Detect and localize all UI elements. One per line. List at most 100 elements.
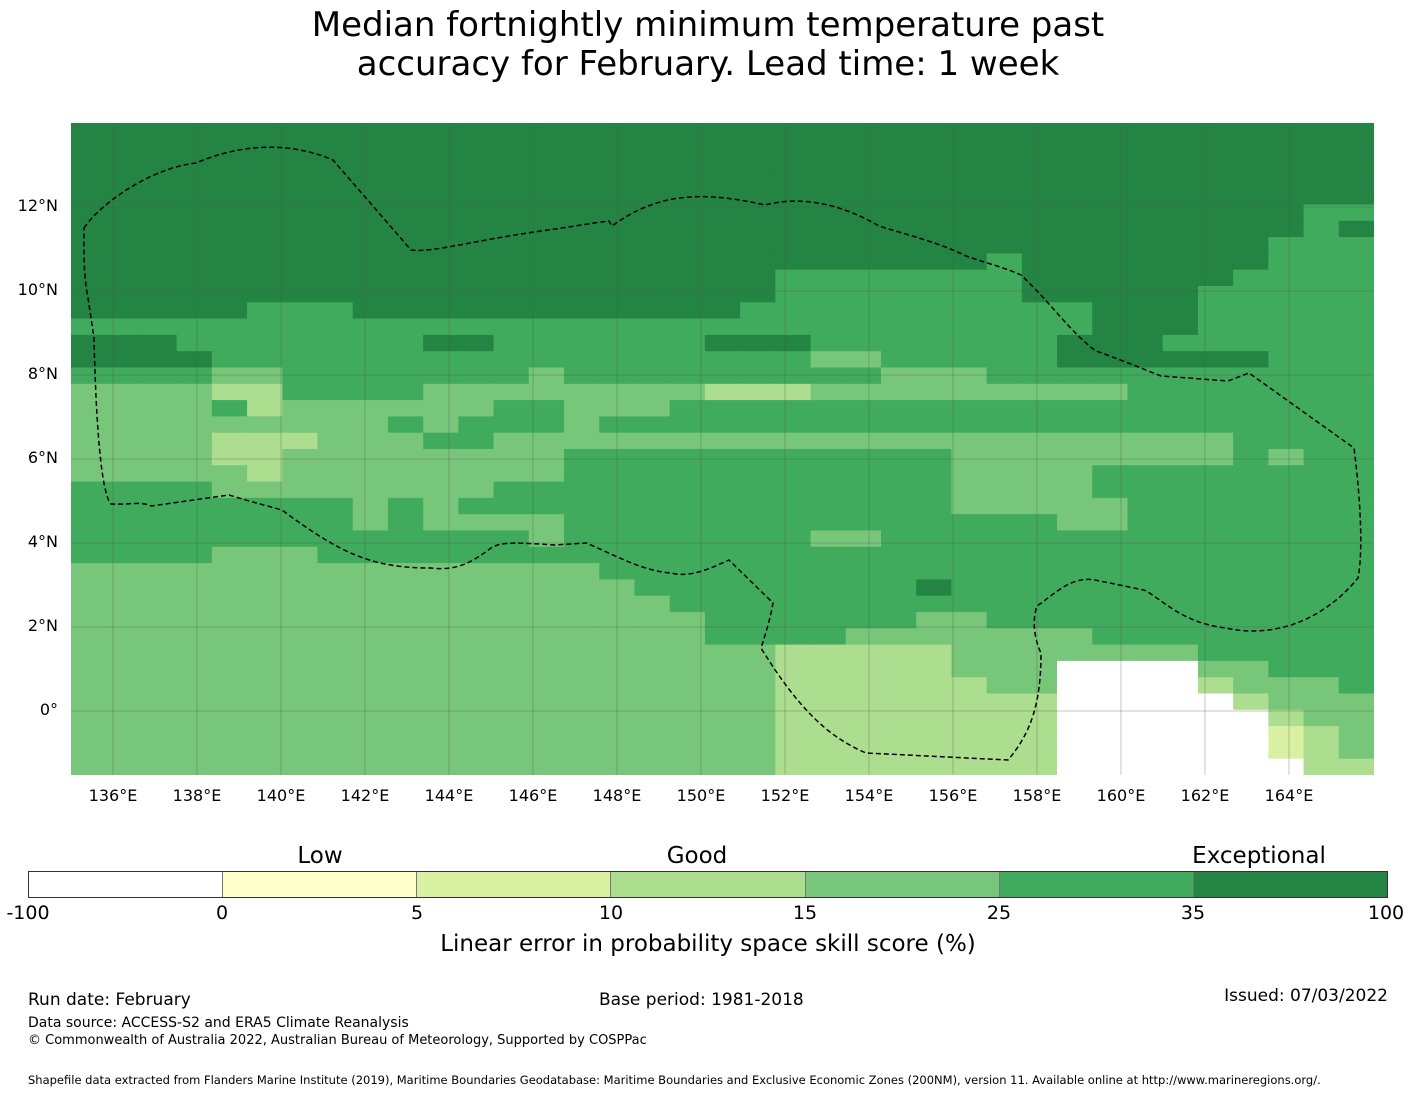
grid-cell bbox=[106, 579, 143, 597]
grid-cell bbox=[1021, 123, 1058, 140]
grid-cell bbox=[141, 595, 178, 613]
grid-cell bbox=[1197, 726, 1234, 743]
grid-cell bbox=[1021, 302, 1058, 320]
grid-cell bbox=[880, 709, 917, 727]
grid-cell bbox=[71, 514, 107, 532]
grid-cell bbox=[740, 595, 776, 613]
grid-cell bbox=[423, 416, 459, 434]
grid-cell bbox=[1233, 367, 1269, 385]
grid-cell bbox=[1268, 139, 1305, 157]
grid-cell bbox=[1021, 726, 1058, 743]
grid-cell bbox=[634, 693, 671, 711]
grid-cell bbox=[845, 514, 882, 532]
grid-cell bbox=[845, 432, 882, 450]
grid-cell bbox=[1057, 188, 1093, 206]
title-line-1: Median fortnightly minimum temperature p… bbox=[311, 5, 1105, 45]
grid-cell bbox=[1303, 367, 1340, 385]
grid-cell bbox=[1127, 204, 1164, 222]
grid-cell bbox=[317, 302, 354, 320]
grid-cell bbox=[176, 286, 213, 303]
grid-cell bbox=[317, 204, 354, 222]
grid-cell bbox=[1162, 188, 1199, 206]
grid-cell bbox=[1092, 334, 1129, 352]
grid-cell bbox=[1338, 155, 1374, 173]
colorbar-segment bbox=[29, 872, 224, 897]
grid-cell bbox=[71, 155, 107, 173]
grid-cell bbox=[317, 139, 354, 157]
grid-cell bbox=[106, 497, 143, 515]
grid-cell bbox=[1303, 758, 1340, 775]
grid-cell bbox=[1197, 481, 1234, 499]
grid-cell bbox=[775, 286, 812, 303]
grid-cell bbox=[352, 628, 389, 646]
grid-cell bbox=[704, 530, 741, 548]
grid-cell bbox=[775, 188, 812, 206]
grid-cell bbox=[564, 612, 600, 629]
grid-cell bbox=[951, 644, 988, 662]
grid-cell bbox=[1303, 351, 1340, 369]
grid-cell bbox=[916, 644, 953, 662]
grid-cell bbox=[247, 660, 283, 678]
grid-cell bbox=[423, 367, 459, 385]
grid-cell bbox=[1197, 171, 1234, 189]
grid-cell bbox=[669, 302, 706, 320]
grid-cell bbox=[387, 693, 424, 711]
grid-cell bbox=[1057, 237, 1093, 254]
grid-cell bbox=[564, 188, 600, 206]
grid-cell bbox=[634, 628, 671, 646]
grid-cell bbox=[634, 481, 671, 499]
grid-cell bbox=[176, 449, 213, 466]
grid-cell bbox=[1338, 253, 1374, 271]
grid-cell bbox=[71, 302, 107, 320]
grid-cell bbox=[528, 563, 565, 580]
grid-cell bbox=[951, 449, 988, 466]
grid-cell bbox=[740, 628, 776, 646]
grid-cell bbox=[916, 171, 953, 189]
grid-cell bbox=[528, 269, 565, 287]
grid-cell bbox=[1092, 465, 1129, 483]
grid-cell bbox=[493, 204, 530, 222]
grid-cell bbox=[493, 628, 530, 646]
grid-cell bbox=[106, 400, 143, 417]
grid-cell bbox=[1057, 171, 1093, 189]
grid-cell bbox=[282, 644, 319, 662]
grid-cell bbox=[1021, 269, 1058, 287]
grid-cell bbox=[1021, 742, 1058, 760]
grid-cell bbox=[1338, 514, 1374, 532]
grid-cell bbox=[1268, 628, 1305, 646]
grid-cell bbox=[1233, 514, 1269, 532]
grid-cell bbox=[528, 155, 565, 173]
grid-cell bbox=[916, 497, 953, 515]
grid-cell bbox=[775, 595, 812, 613]
grid-cell bbox=[352, 481, 389, 499]
grid-cell bbox=[1092, 758, 1129, 775]
grid-cell bbox=[810, 237, 847, 254]
grid-cell bbox=[845, 253, 882, 271]
grid-cell bbox=[493, 334, 530, 352]
grid-cell bbox=[247, 628, 283, 646]
grid-cell bbox=[1233, 644, 1269, 662]
grid-cell bbox=[1338, 204, 1374, 222]
grid-cell bbox=[423, 742, 459, 760]
eez-boundary bbox=[83, 146, 1362, 761]
grid-cell bbox=[282, 563, 319, 580]
grid-cell bbox=[493, 742, 530, 760]
grid-cell bbox=[810, 139, 847, 157]
grid-cell bbox=[1268, 351, 1305, 369]
grid-cell bbox=[1303, 546, 1340, 564]
grid-cell bbox=[493, 400, 530, 417]
grid-cell bbox=[916, 758, 953, 775]
grid-cell bbox=[282, 269, 319, 287]
grid-cell bbox=[986, 171, 1023, 189]
colorbar-tick: 100 bbox=[1367, 902, 1405, 924]
legend-category-exceptional: Exceptional bbox=[1192, 843, 1326, 869]
grid-cell bbox=[669, 171, 706, 189]
grid-cell bbox=[71, 497, 107, 515]
grid-cell bbox=[352, 302, 389, 320]
grid-cell bbox=[916, 204, 953, 222]
lon-label-142e: 142°E bbox=[340, 786, 390, 805]
grid-cell bbox=[916, 465, 953, 483]
grid-cell bbox=[528, 579, 565, 597]
grid-cell bbox=[352, 351, 389, 369]
grid-cell bbox=[704, 237, 741, 254]
